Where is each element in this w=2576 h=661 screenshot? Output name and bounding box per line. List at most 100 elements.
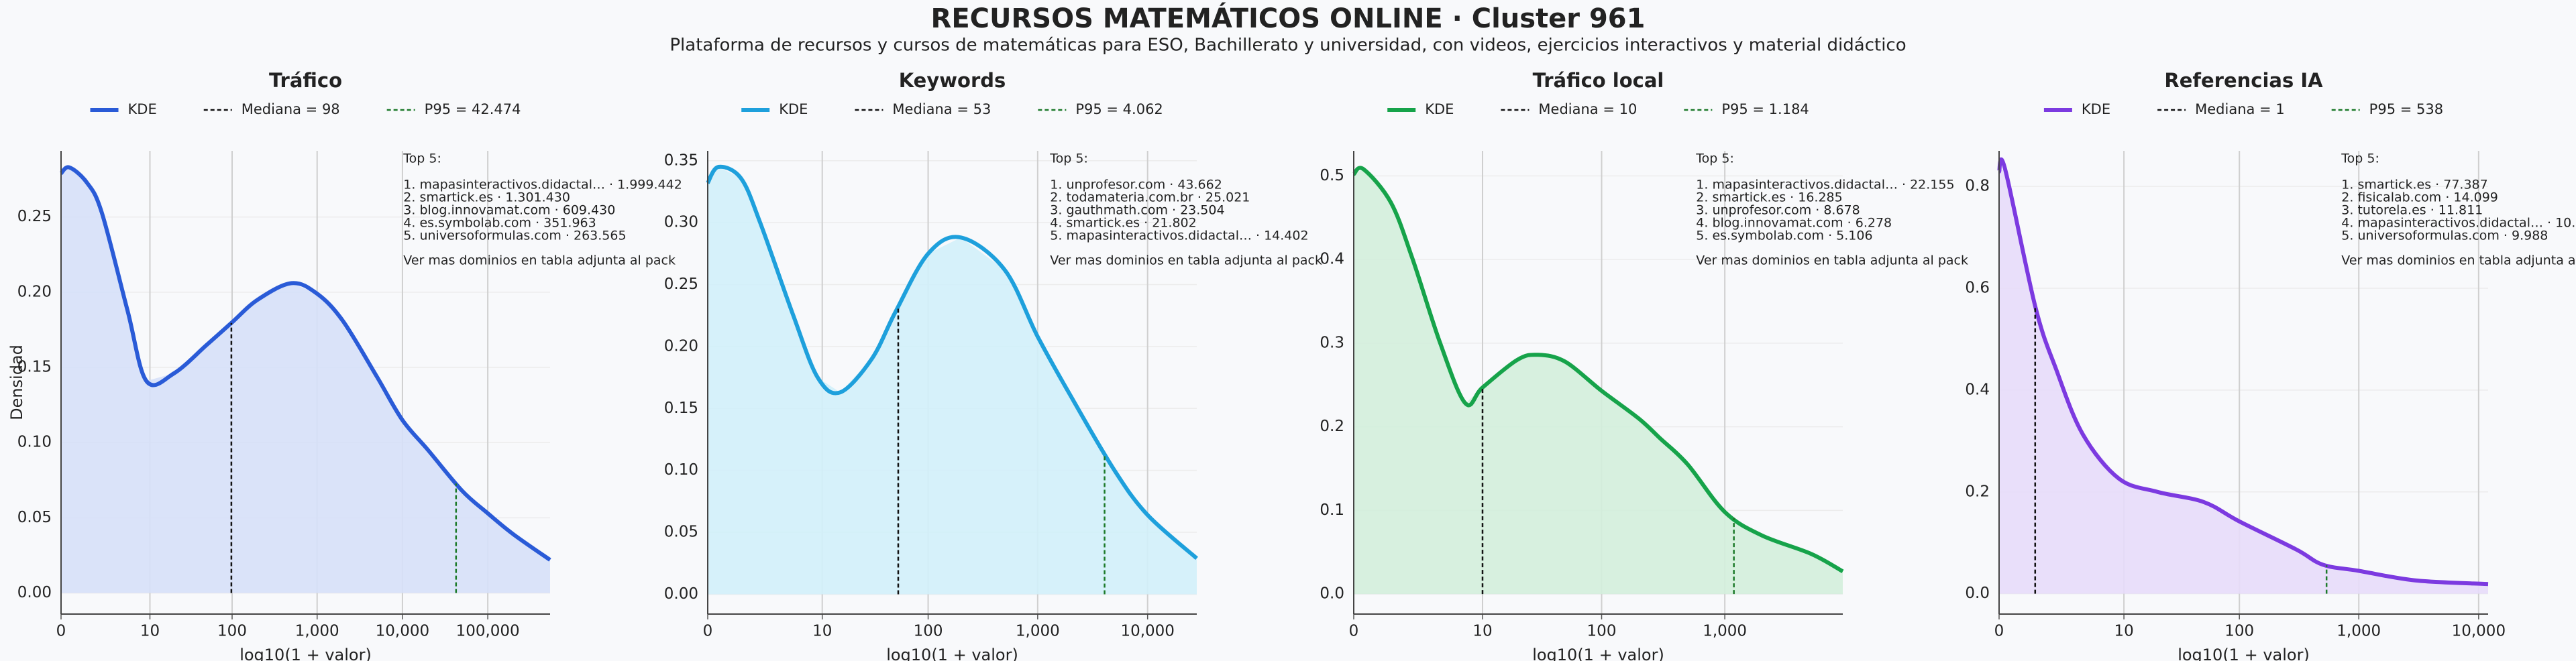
kde-line <box>59 165 551 562</box>
x-tick-label: 10,000 <box>376 623 429 640</box>
x-tick-label: 1,000 <box>295 623 339 640</box>
subplot-title: Tráfico local <box>1533 69 1664 92</box>
legend-label: Mediana = 98 <box>241 101 340 117</box>
x-tick-label: 1,000 <box>2337 623 2381 640</box>
y-tick-label: 0.15 <box>664 400 698 417</box>
kde-area <box>1999 168 2488 594</box>
subplot-title: Referencias IA <box>2164 69 2323 92</box>
annotation-note: Ver mas dominios en tabla adjunta al pac… <box>2341 253 2576 268</box>
y-tick-label: 0.8 <box>1965 178 1990 195</box>
annotation-line: 3. blog.innovamat.com · 609.430 <box>403 203 615 218</box>
legend-label: Mediana = 10 <box>1538 101 1637 117</box>
y-tick-label: 0.15 <box>17 359 52 376</box>
y-tick-label: 0.00 <box>664 585 698 603</box>
y-axis-label: Densidad <box>7 345 26 420</box>
annotation-line: 1. mapasinteractivos.didactal… · 22.155 <box>1696 178 1954 192</box>
annotation-line: 3. tutorela.es · 11.811 <box>2341 203 2483 218</box>
x-tick-label: 0 <box>703 623 713 640</box>
y-tick-label: 0.25 <box>664 276 698 293</box>
annotation-line: 1. mapasinteractivos.didactal… · 1.999.4… <box>403 178 682 192</box>
legend-label: Mediana = 53 <box>892 101 991 117</box>
legend-label: Mediana = 1 <box>2195 101 2285 117</box>
x-tick-label: 10 <box>812 623 832 640</box>
annotation-note: Ver mas dominios en tabla adjunta al pac… <box>1696 253 1968 268</box>
y-tick-label: 0.6 <box>1965 280 1990 297</box>
kde-area <box>708 167 1197 595</box>
subplot-title: Keywords <box>899 69 1006 92</box>
y-tick-label: 0.20 <box>17 283 52 300</box>
y-tick-label: 0.30 <box>664 214 698 231</box>
kde-area <box>1354 169 1843 595</box>
annotation-line: 2. smartick.es · 1.301.430 <box>403 190 570 205</box>
annotation-line: 2. smartick.es · 16.285 <box>1696 190 1842 205</box>
x-axis-label: log10(1 + valor) <box>1532 646 1664 661</box>
kde-area <box>61 167 550 593</box>
annotation-title: Top 5: <box>402 152 441 166</box>
annotation-line: 5. universoformulas.com · 263.565 <box>403 229 626 243</box>
annotation-note: Ver mas dominios en tabla adjunta al pac… <box>403 253 676 268</box>
annotation-line: 4. mapasinteractivos.didactal… · 10.141 <box>2341 216 2576 231</box>
x-tick-label: 10,000 <box>2452 623 2506 640</box>
x-tick-label: 10 <box>1472 623 1492 640</box>
annotation-note: Ver mas dominios en tabla adjunta al pac… <box>1050 253 1322 268</box>
legend-label: KDE <box>128 101 157 117</box>
kde-line <box>1997 157 2489 587</box>
annotation-line: 4. es.symbolab.com · 351.963 <box>403 216 596 231</box>
x-tick-label: 1,000 <box>1016 623 1060 640</box>
annotation-line: 5. mapasinteractivos.didactal… · 14.402 <box>1050 229 1308 243</box>
legend-label: P95 = 4.062 <box>1075 101 1163 117</box>
legend: KDE Mediana = 1 P95 = 538 <box>2043 101 2443 117</box>
annotation-title: Top 5: <box>1695 152 1734 166</box>
x-tick-label: 100,000 <box>456 623 520 640</box>
annotation-line: 1. smartick.es · 77.387 <box>2341 178 2487 192</box>
legend-label: KDE <box>779 101 808 117</box>
x-tick-label: 100 <box>217 623 247 640</box>
x-tick-label: 100 <box>2224 623 2254 640</box>
y-tick-label: 0.2 <box>1320 418 1344 435</box>
y-tick-label: 0.0 <box>1965 585 1990 602</box>
y-tick-label: 0.35 <box>664 152 698 169</box>
annotation-line: 4. smartick.es · 21.802 <box>1050 216 1196 231</box>
y-tick-label: 0.0 <box>1320 585 1344 603</box>
x-tick-label: 1,000 <box>1703 623 1747 640</box>
annotation-line: 4. blog.innovamat.com · 6.278 <box>1696 216 1892 231</box>
annotation-line: 5. universoformulas.com · 9.988 <box>2341 229 2548 243</box>
x-tick-label: 10 <box>2114 623 2133 640</box>
annotation-line: 3. gauthmath.com · 23.504 <box>1050 203 1224 218</box>
annotation-line: 2. todamateria.com.br · 25.021 <box>1050 190 1250 205</box>
x-tick-label: 0 <box>1994 623 2004 640</box>
y-tick-label: 0.20 <box>664 337 698 355</box>
x-tick-label: 10,000 <box>1120 623 1174 640</box>
y-tick-label: 0.1 <box>1320 501 1344 519</box>
figure-subtitle: Plataforma de recursos y cursos de matem… <box>669 36 1906 56</box>
legend-label: P95 = 1.184 <box>1721 101 1809 117</box>
legend-label: P95 = 538 <box>2369 101 2443 117</box>
y-tick-label: 0.25 <box>17 208 52 225</box>
y-tick-label: 0.05 <box>664 524 698 541</box>
y-tick-label: 0.10 <box>17 434 52 451</box>
x-tick-label: 0 <box>1349 623 1359 640</box>
legend: KDE Mediana = 10 P95 = 1.184 <box>1387 101 1809 117</box>
annotation-line: 1. unprofesor.com · 43.662 <box>1050 178 1222 192</box>
x-tick-label: 0 <box>56 623 66 640</box>
annotation-line: 5. es.symbolab.com · 5.106 <box>1696 229 1872 243</box>
figure-title: RECURSOS MATEMÁTICOS ONLINE · Cluster 96… <box>931 2 1646 34</box>
annotation-title: Top 5: <box>1049 152 1088 166</box>
kde-line <box>1352 166 1844 574</box>
legend-label: KDE <box>2082 101 2110 117</box>
legend: KDE Mediana = 98 P95 = 42.474 <box>90 101 521 117</box>
annotation-title: Top 5: <box>2341 152 2379 166</box>
y-tick-label: 0.3 <box>1320 334 1344 351</box>
x-axis-label: log10(1 + valor) <box>886 646 1018 661</box>
legend-label: P95 = 42.474 <box>425 101 521 117</box>
y-tick-label: 0.00 <box>17 584 52 601</box>
y-tick-label: 0.10 <box>664 461 698 479</box>
x-axis-label: log10(1 + valor) <box>239 646 372 661</box>
x-tick-label: 100 <box>1587 623 1617 640</box>
x-tick-label: 100 <box>914 623 943 640</box>
y-tick-label: 0.4 <box>1320 251 1344 268</box>
x-axis-label: log10(1 + valor) <box>2178 646 2310 661</box>
subplot-title: Tráfico <box>269 69 342 92</box>
